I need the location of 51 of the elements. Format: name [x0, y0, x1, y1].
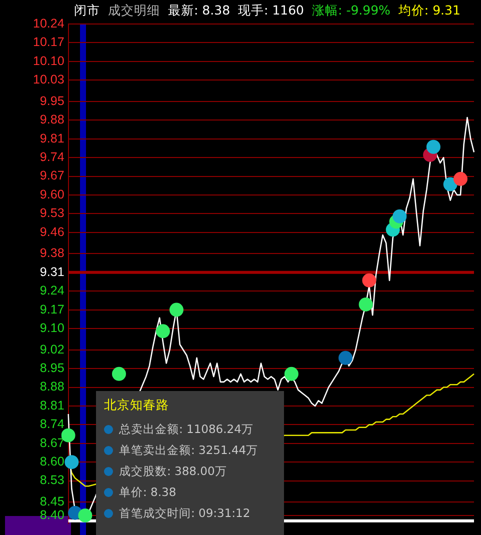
y-tick-label: 9.74 [40, 150, 64, 164]
y-tick-label: 8.60 [40, 454, 64, 469]
point [338, 350, 353, 365]
text: 最新: 8.38 [168, 2, 230, 18]
y-tick-label: 8.45 [40, 494, 64, 509]
point [362, 273, 376, 288]
y-tick-label: 10.17 [33, 35, 64, 50]
y-tick-label: 9.53 [40, 206, 64, 220]
y-tick-label: 9.67 [40, 168, 64, 183]
chart-title: 闭市 [74, 2, 100, 18]
y-tick-label: 9.95 [40, 94, 64, 108]
annotation: 总卖出金额: 11086.24万 [119, 422, 254, 437]
point [64, 455, 79, 470]
y-tick-label: 9.46 [40, 224, 64, 239]
y-tick-label: 8.88 [40, 380, 64, 394]
y-tick-label: 8.81 [40, 398, 64, 412]
y-tick-label: 9.81 [40, 131, 64, 146]
y-tick-label: 9.60 [40, 187, 64, 202]
y-tick-label: 10.24 [33, 16, 64, 30]
annotation: 北京知春路 [104, 397, 170, 414]
y-tick-label: 10.03 [33, 72, 64, 87]
y-tick-label: 9.88 [40, 112, 64, 127]
y-tick-label: 10.10 [33, 54, 64, 68]
point [358, 297, 373, 312]
y-tick-label: 8.95 [40, 361, 64, 376]
text: 均价: 9.31 [397, 2, 460, 18]
point [453, 172, 468, 186]
point [426, 140, 440, 154]
annotation: 成交股数: 388.00万 [119, 464, 227, 479]
point [156, 324, 170, 338]
point [443, 177, 458, 192]
y-tick-label: 8.53 [40, 473, 64, 488]
point [112, 366, 126, 381]
point [78, 508, 92, 522]
point [169, 302, 184, 317]
annotation: 首笔成交时间: 09:31:12 [119, 506, 250, 521]
y-tick-label: 9.31 [40, 264, 64, 279]
annotation: 单笔卖出金额: 3251.44万 [119, 443, 258, 458]
annotation: 单价: 8.38 [119, 485, 176, 500]
y-tick-label: 9.24 [40, 284, 64, 298]
y-tick-label: 8.67 [40, 436, 64, 450]
y-tick-label: 8.74 [40, 417, 64, 432]
point [392, 209, 407, 224]
text: 涨幅: -9.99% [312, 2, 391, 18]
text: 现手: 1160 [238, 2, 304, 18]
y-tick-label: 9.02 [40, 342, 64, 356]
point [284, 366, 298, 381]
chart-subtitle: 成交明细 [108, 2, 160, 18]
y-tick-label: 9.10 [40, 320, 64, 335]
y-tick-label: 9.38 [40, 246, 64, 260]
y-tick-label: 9.17 [40, 302, 64, 316]
